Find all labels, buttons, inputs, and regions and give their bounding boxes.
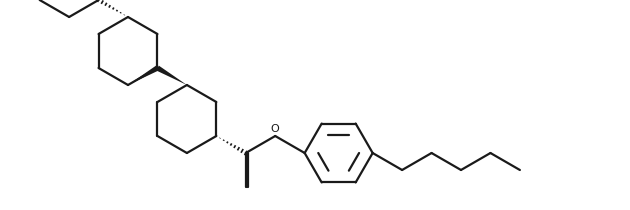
Text: O: O bbox=[271, 124, 280, 134]
Polygon shape bbox=[128, 66, 159, 85]
Polygon shape bbox=[156, 66, 187, 85]
